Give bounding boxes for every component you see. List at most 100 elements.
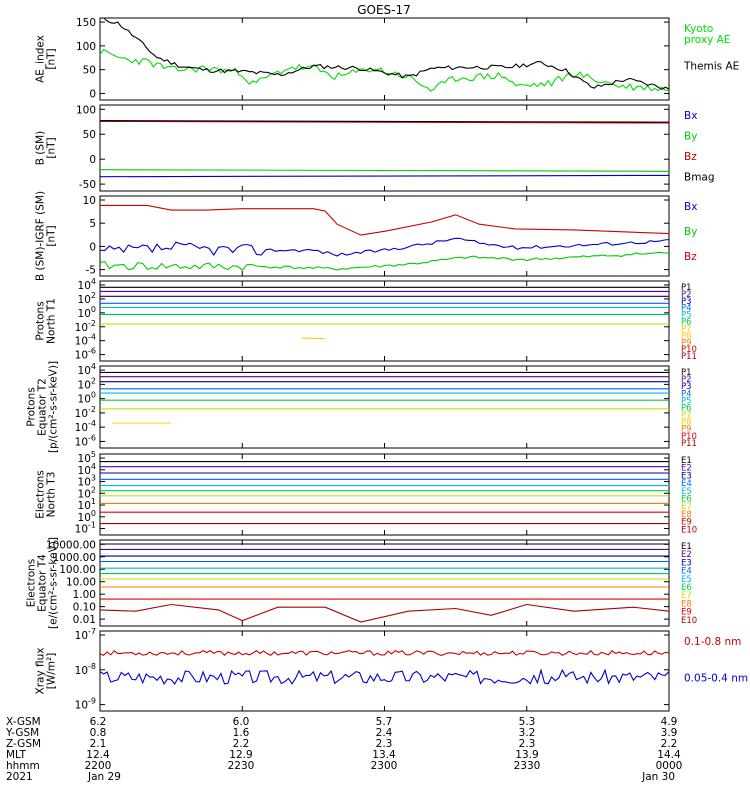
electron-t3-label-e3: E3 (681, 471, 692, 481)
tick-exp: -2 (88, 319, 96, 328)
series-line-0-1-0-8-nm (99, 649, 670, 657)
legend-kyoto-proxy-ae: proxy AE (684, 34, 730, 46)
footer-value: 12.4 (86, 749, 110, 761)
electron-t4-label-e2: E2 (681, 550, 692, 560)
electron-t3-label-e1: E1 (681, 456, 692, 466)
proton-t2-label-p1: P1 (681, 368, 692, 378)
y-tick-label: 10000.00 (46, 539, 96, 551)
footer-value: 2.2 (233, 738, 250, 750)
y-axis-label-line: Equator T4 (37, 554, 49, 612)
proton-t1-label-p1: P1 (681, 283, 692, 293)
panel-frame (99, 365, 670, 449)
footer-value: 14.4 (657, 749, 681, 761)
proton-t1-label-p3: P3 (681, 297, 692, 307)
y-axis-label: AE_index[nT] (35, 35, 58, 83)
electron-t3-label-e7: E7 (681, 502, 692, 512)
electron-t3-label-e10: E10 (681, 525, 697, 535)
series-line-e10 (99, 603, 670, 623)
y-tick-label: 0.10 (73, 602, 96, 614)
tick-base: 10 (75, 422, 88, 434)
footer-value: 2.4 (376, 727, 393, 739)
electron-t3-label-e2: E2 (681, 464, 692, 474)
electron-t4-label-e7: E7 (681, 591, 692, 601)
series-line-bx (99, 237, 670, 257)
footer-value: 13.4 (372, 749, 396, 761)
footer-value: 6.0 (233, 716, 250, 728)
tick-exp: -4 (88, 333, 96, 342)
y-tick-label: 10-7 (75, 627, 96, 642)
proton-t1-label-p2: P2 (681, 290, 692, 300)
tick-base: 10 (78, 294, 91, 306)
footer-value: Jan 30 (641, 771, 675, 783)
tick-exp: -7 (88, 627, 96, 636)
tick-base: 10 (78, 365, 91, 377)
footer-value: 0000 (656, 760, 683, 772)
tick-exp: 4 (91, 362, 96, 371)
y-tick-label: 0 (89, 154, 96, 166)
footer-row-label: Z-GSM (6, 738, 41, 750)
legend-by: By (684, 226, 697, 238)
footer-value: 6.2 (90, 716, 107, 728)
series-line-bmag (99, 120, 670, 123)
tick-exp: 0 (91, 305, 96, 314)
series-line-bx (99, 174, 670, 178)
y-tick-label: 103 (78, 474, 96, 489)
electron-t4-label-e6: E6 (681, 583, 692, 593)
y-axis-label: B (SM)[nT] (35, 131, 58, 165)
series-line-by (99, 251, 670, 271)
y-axis-label-line: [W/m²] (46, 653, 58, 690)
legend-kyoto-proxy-ae: Kyoto (684, 23, 713, 35)
y-axis-label-line: [e/(cm²-s-sr-keV)] (48, 537, 60, 629)
y-axis-label-line: Electrons (35, 470, 47, 519)
proton-t1-label-p9: P9 (681, 338, 692, 348)
tick-base: 10 (78, 394, 91, 406)
legend-0-1-0-8-nm: 0.1-0.8 nm (684, 636, 741, 648)
proton-t1-label-p11: P11 (681, 352, 697, 362)
electron-t4-label-e1: E1 (681, 542, 692, 552)
y-tick-label: 100 (76, 41, 96, 53)
legend-themis-ae: Themis AE (683, 60, 739, 72)
proton-t1-label-p4: P4 (681, 304, 692, 314)
proton-t2-label-p2: P2 (681, 375, 692, 385)
y-axis-label-line: Equator T2 (37, 378, 49, 436)
panel-frame (99, 453, 670, 536)
y-axis-label: ElectronsEquator T4[e/(cm²-s-sr-keV)] (26, 537, 60, 629)
tick-base: 10 (75, 336, 88, 348)
legend-0-05-0-4-nm: 0.05-0.4 nm (684, 672, 748, 684)
y-tick-label: 50 (83, 65, 96, 77)
footer-row-label: MLT (6, 749, 26, 761)
y-tick-label: -5 (86, 265, 96, 277)
y-tick-label: 100.00 (59, 564, 96, 576)
y-tick-label: 10-4 (75, 419, 96, 434)
y-axis-label-line: Xray flux (35, 648, 47, 695)
y-axis-label-line: [nT] (46, 48, 58, 69)
series-line-kyoto-proxy-ae (99, 48, 670, 92)
y-axis-label-line: [nT] (46, 225, 58, 246)
y-tick-label: 10-1 (75, 521, 96, 536)
footer-value: 3.2 (519, 727, 536, 739)
panel-frame (99, 539, 670, 627)
series-line-bz (100, 204, 670, 236)
footer-value: 12.9 (229, 749, 252, 761)
tick-base: 10 (75, 665, 88, 677)
y-axis-label-line: [p/(cm²-s-sr-keV)] (48, 361, 60, 453)
footer-value: 5.7 (376, 716, 393, 728)
tick-base: 10 (78, 500, 91, 512)
proton-t2-label-p7: P7 (681, 411, 692, 421)
tick-exp: 1 (91, 497, 96, 506)
y-tick-label: 0 (89, 241, 96, 253)
footer-value: 2300 (371, 760, 398, 772)
legend-by: By (684, 130, 697, 142)
y-axis-label: ProtonsNorth T1 (35, 298, 58, 344)
tick-base: 10 (78, 280, 91, 292)
tick-exp: -9 (88, 697, 96, 706)
panel-3: 10 5 0 -5 B (SM)-IGRF (SM)[nT] Bx By Bz (35, 191, 698, 281)
tick-exp: -4 (88, 419, 96, 428)
y-axis-label-line: North T3 (46, 472, 58, 518)
proton-t2-label-p8: P8 (681, 418, 692, 428)
